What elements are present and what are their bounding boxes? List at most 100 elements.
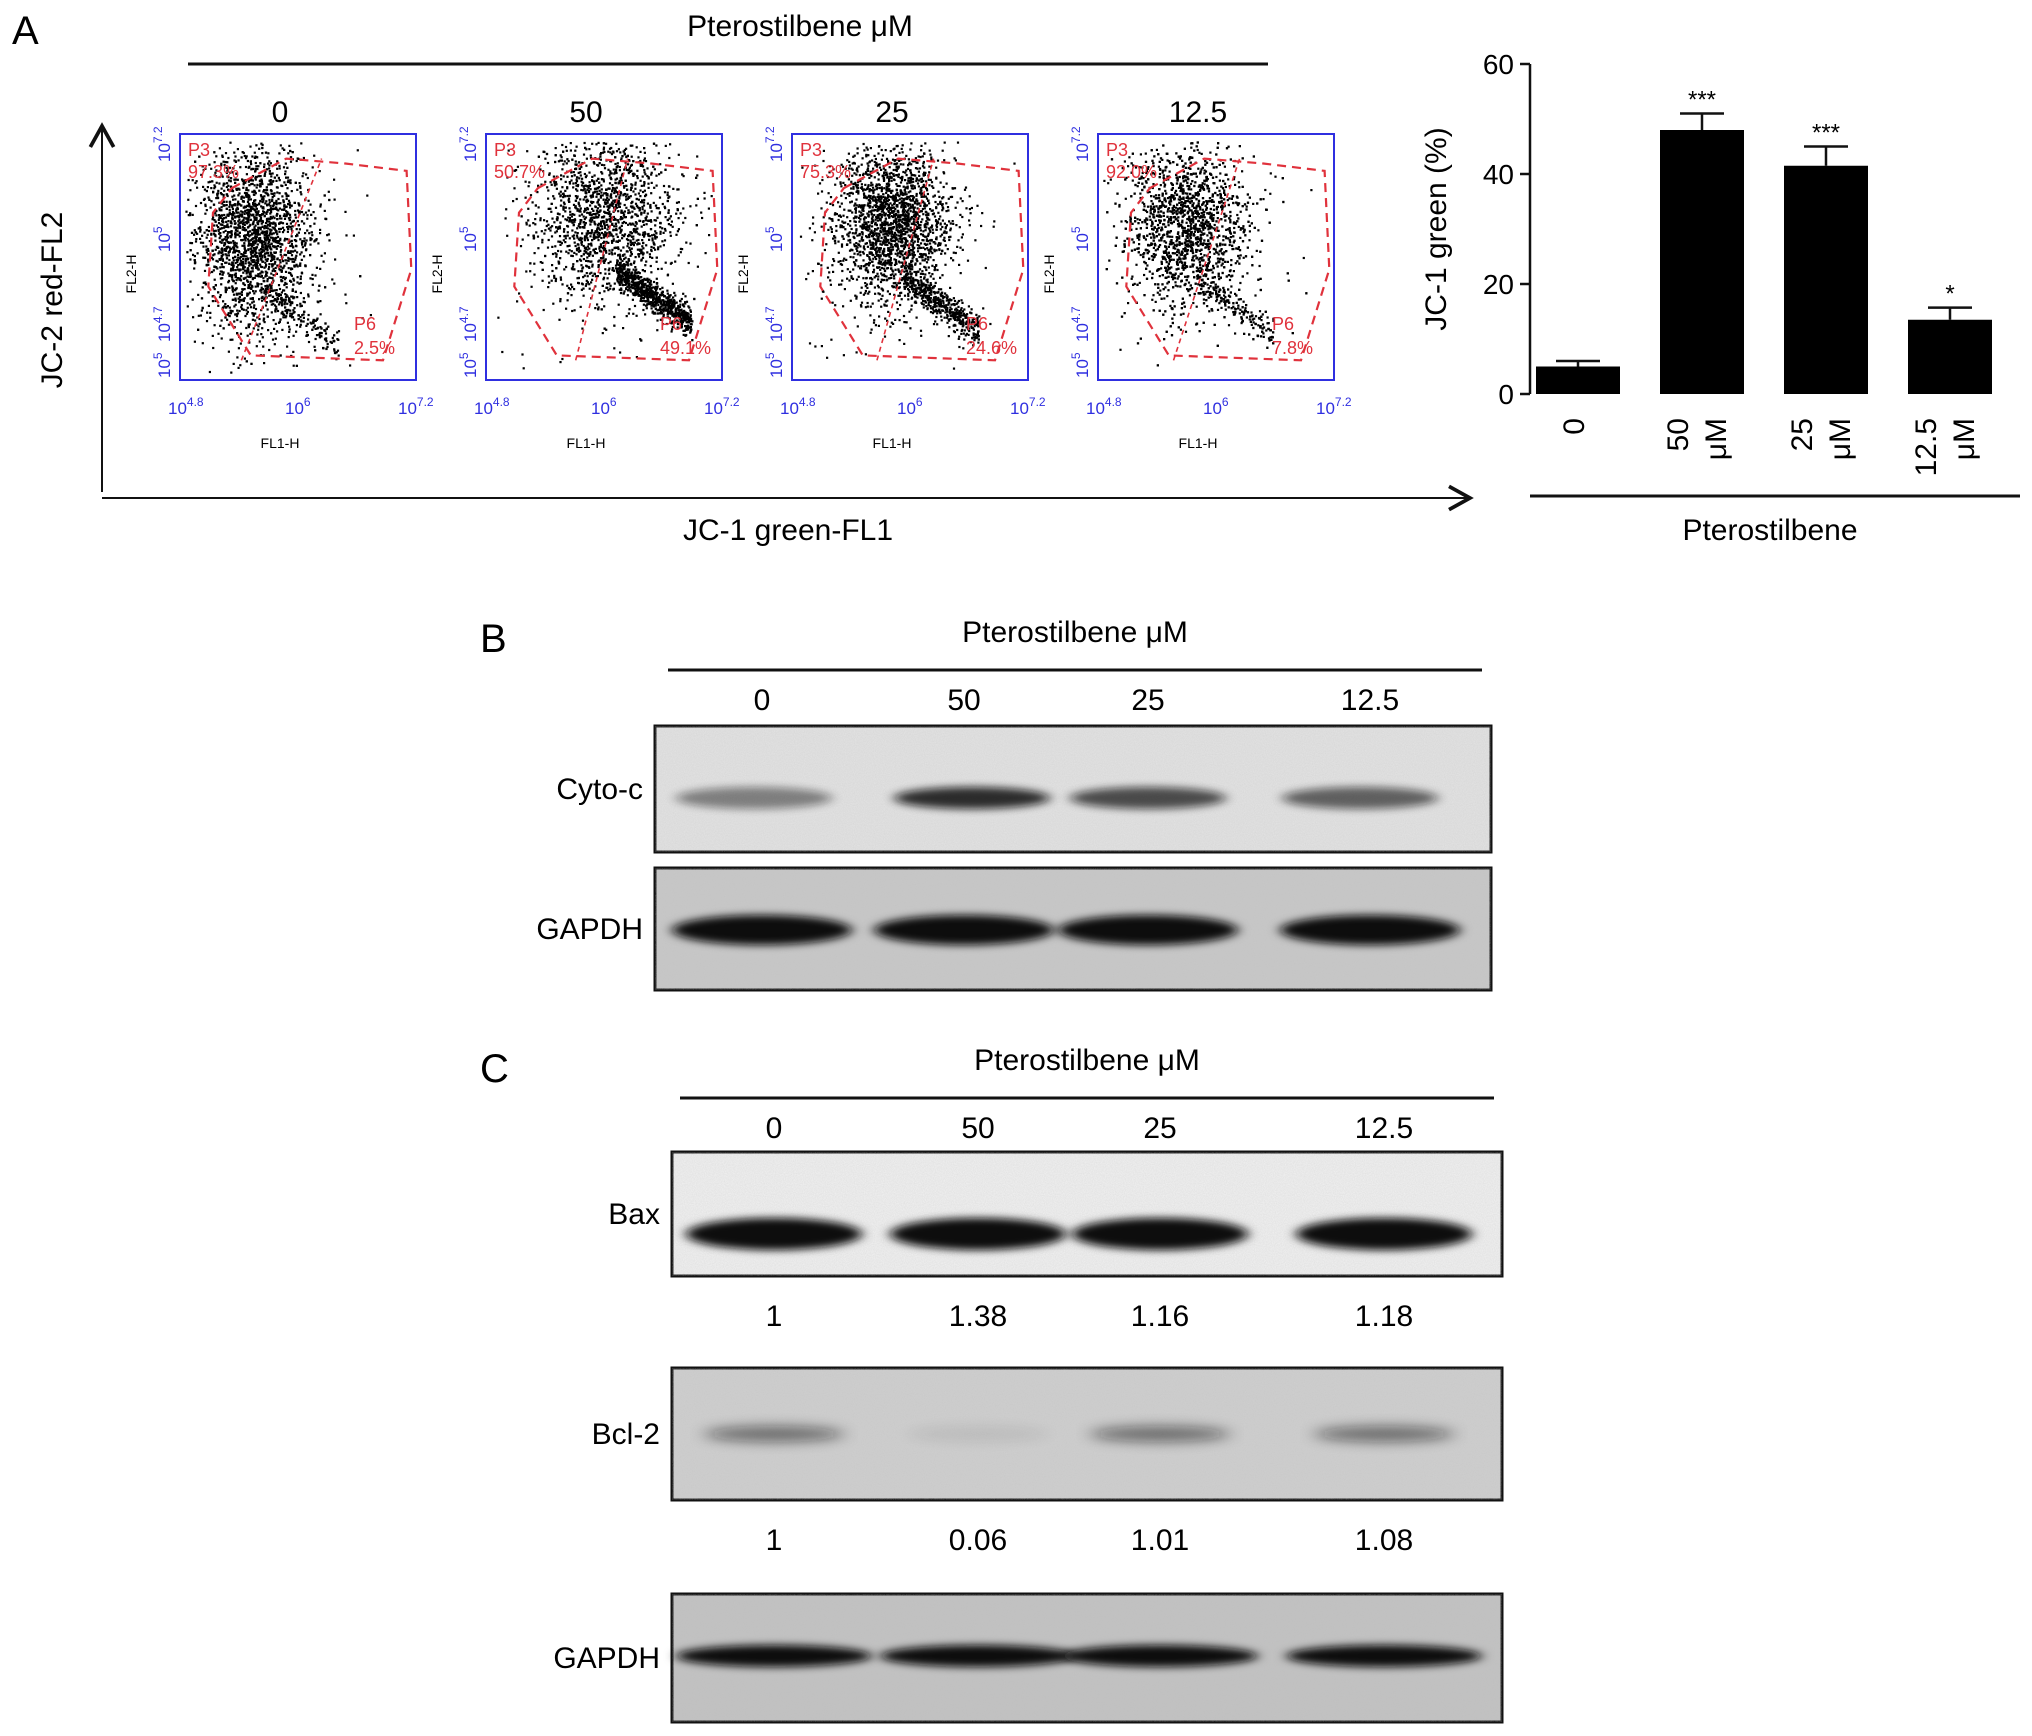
flow-dot — [331, 336, 334, 339]
flow-dot — [302, 213, 305, 216]
flow-dot — [586, 248, 589, 251]
flow-dot — [286, 302, 289, 305]
gate-p6-label: P6 — [354, 314, 376, 334]
flow-dot — [579, 207, 582, 210]
flow-dot — [249, 218, 252, 221]
flow-dot — [593, 187, 597, 190]
flow-dot — [671, 282, 674, 285]
flow-dot — [254, 177, 257, 180]
flow-dot — [274, 261, 277, 264]
flow-dot — [296, 296, 299, 299]
flow-dot — [232, 362, 235, 365]
flow-dot — [654, 307, 657, 310]
flow-dot — [632, 235, 635, 238]
flow-dot — [617, 303, 620, 306]
flow-dot — [659, 293, 662, 296]
flow-dot — [222, 266, 225, 269]
flow-dot — [227, 254, 230, 257]
flow-dot — [283, 278, 287, 281]
flow-dot — [235, 313, 239, 316]
flow-dot — [193, 262, 197, 265]
flow-dot — [242, 271, 245, 274]
flow-dot — [668, 299, 671, 302]
flow-dot — [227, 156, 230, 160]
flow-dot — [196, 232, 199, 235]
flow-dot — [193, 233, 196, 236]
flow-dot — [251, 179, 254, 182]
flow-dot — [677, 323, 680, 326]
flow-dot — [584, 191, 587, 194]
flow-dot — [227, 188, 230, 191]
flow-dot — [289, 250, 293, 253]
flow-dot — [222, 231, 225, 234]
flow-dot — [529, 262, 532, 265]
flow-dot — [689, 310, 692, 313]
flow-dot — [263, 266, 266, 269]
flow-dot — [627, 269, 630, 272]
flow-dot — [228, 241, 231, 244]
flow-dot — [311, 283, 314, 286]
flow-dot — [579, 238, 582, 241]
flow-dot — [260, 142, 263, 145]
flow-dot — [664, 207, 667, 210]
flow-dot — [266, 224, 269, 227]
flow-dot — [627, 312, 630, 315]
flow-dot — [259, 265, 262, 268]
flow-dot — [675, 212, 678, 215]
flow-dot — [268, 265, 271, 269]
flow-dot — [604, 268, 607, 271]
flow-dot — [572, 171, 575, 174]
flow-dot — [219, 223, 222, 226]
flow-dot — [619, 280, 622, 283]
flow-dot — [276, 233, 279, 236]
flow-dot — [222, 253, 225, 256]
flow-dot — [565, 250, 568, 253]
flow-dot — [554, 160, 557, 164]
flow-dot — [201, 234, 204, 237]
flow-dot — [273, 289, 276, 292]
flow-dot — [616, 280, 619, 283]
flow-dot — [231, 286, 234, 290]
flow-dot — [258, 340, 261, 343]
flow-dot — [570, 220, 573, 223]
flow-dot — [621, 259, 624, 262]
flow-dot — [220, 251, 223, 254]
flow-dot — [580, 213, 584, 216]
flow-dot — [585, 200, 588, 204]
flow-dot — [207, 253, 210, 256]
flow-dot — [264, 170, 267, 173]
flow-dot — [592, 191, 595, 194]
flow-dot — [629, 289, 632, 292]
flow-dot — [232, 280, 235, 283]
flow-dot — [249, 160, 252, 163]
flow-dot — [665, 300, 668, 303]
flow-dot — [618, 227, 621, 230]
flow-dot — [284, 237, 287, 240]
flow-dot — [631, 222, 634, 225]
flow-dot — [294, 256, 297, 259]
flow-dot — [225, 306, 228, 309]
flow-dot — [290, 258, 293, 261]
flow-dot — [632, 281, 635, 284]
flow-dot — [241, 307, 244, 311]
flow-dot — [554, 206, 558, 209]
flow-dot — [633, 282, 636, 285]
flow-dot — [562, 175, 565, 178]
flow-dot — [647, 177, 650, 180]
flow-dot — [252, 232, 256, 235]
flow-dot — [682, 207, 685, 210]
flow-dot — [307, 209, 310, 212]
flow-dot — [679, 247, 682, 250]
flow-dot — [603, 261, 606, 264]
flow-y-tick: 104.7 — [151, 306, 174, 342]
flow-dot — [613, 282, 616, 285]
flow-dot — [279, 318, 282, 321]
flow-dot — [216, 260, 219, 263]
flow-dot — [288, 213, 292, 216]
flow-dot — [584, 146, 587, 150]
flow-dot — [631, 276, 634, 279]
flow-dot — [208, 198, 211, 201]
flow-dot — [264, 287, 267, 290]
flow-dot — [281, 226, 285, 229]
